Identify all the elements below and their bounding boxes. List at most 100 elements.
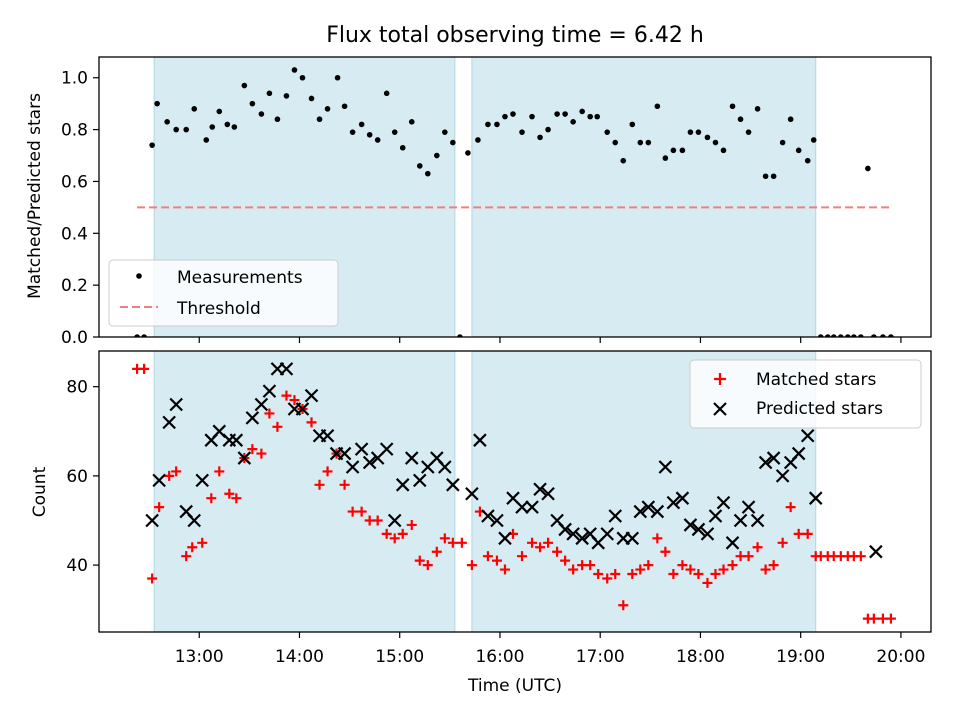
measurement-point: [880, 334, 886, 337]
predicted-stars-point: [566, 527, 580, 541]
predicted-stars-point: [700, 527, 715, 541]
measurement-point: [475, 137, 481, 143]
matched-stars-point: [593, 569, 604, 580]
measurement-point: [450, 139, 456, 146]
measurement-point: [604, 129, 611, 135]
measurement-point: [779, 139, 786, 146]
predicted-stars-point: [304, 388, 319, 403]
measurement-point: [249, 100, 256, 107]
predicted-stars-point: [145, 513, 159, 528]
measurement-point: [537, 134, 543, 141]
matched-stars-point: [347, 506, 358, 517]
predicted-stars-point: [490, 513, 504, 528]
matched-stars-point: [660, 546, 671, 557]
predicted-stars-point: [446, 478, 460, 492]
measurement-point: [594, 113, 600, 120]
measurement-point: [762, 173, 769, 180]
plot-area: [132, 362, 896, 624]
predicted-stars-point: [465, 486, 479, 501]
predicted-stars-point: [733, 513, 748, 528]
x-tick-label: 18:00: [676, 647, 725, 667]
measurement-point: [241, 82, 248, 89]
predicted-stars-point: [404, 451, 419, 465]
y-tick-label: 0.4: [61, 224, 88, 244]
matched-stars-point: [206, 493, 217, 504]
matched-stars-point: [306, 417, 317, 428]
y-tick-label: 0.6: [61, 172, 88, 192]
predicted-stars-point: [650, 504, 665, 519]
x-axis-label: Time (UTC): [467, 676, 562, 696]
matched-stars-point: [171, 466, 182, 477]
predicted-stars-point: [438, 460, 452, 474]
measurement-point: [804, 157, 811, 164]
measurement-point: [434, 152, 440, 159]
predicted-stars-point: [345, 460, 360, 474]
measurement-point: [408, 119, 415, 125]
measurement-point: [465, 150, 471, 156]
predicted-stars-point: [473, 433, 487, 447]
measurement-point: [587, 113, 593, 120]
measurement-point: [817, 334, 824, 337]
predicted-stars-point: [254, 397, 269, 412]
matched-stars-point: [264, 408, 275, 419]
measurement-point: [442, 129, 448, 135]
matched-stars-point: [499, 564, 510, 575]
measurement-point: [554, 111, 560, 117]
bottom-legend-box: [689, 359, 922, 429]
matched-stars-point: [187, 542, 198, 553]
matched-stars-point: [643, 560, 654, 571]
legend-marker-matched: [714, 373, 726, 385]
measurement-point: [173, 126, 179, 133]
measurement-point: [858, 334, 864, 337]
matched-stars-point: [527, 537, 538, 548]
matched-stars-point: [535, 542, 546, 553]
x-tick-label: 19:00: [776, 647, 825, 667]
matched-stars-point: [224, 488, 235, 499]
matched-stars-point: [247, 444, 258, 455]
panel-frame: [98, 350, 932, 633]
matched-stars-point: [389, 533, 400, 544]
predicted-stars-point: [666, 495, 681, 510]
predicted-stars-point: [320, 428, 335, 443]
measurement-point: [299, 74, 306, 81]
predicted-stars-point: [279, 362, 294, 376]
y-tick-label: 1.0: [61, 69, 88, 89]
predicted-stars-point: [541, 486, 555, 501]
matched-stars-point: [397, 528, 408, 539]
measurement-point: [274, 116, 281, 123]
matched-stars-point: [466, 560, 477, 571]
measurement-point: [545, 126, 551, 133]
matched-stars-point: [610, 569, 621, 580]
matched-stars-point: [885, 613, 896, 624]
measurement-point: [291, 67, 298, 73]
measurement-point: [424, 170, 431, 177]
panel-frame: [98, 56, 932, 338]
predicted-stars-point: [869, 544, 883, 559]
measurement-point: [416, 163, 423, 169]
observing-window-2: [471, 56, 817, 338]
predicted-stars-point: [169, 397, 183, 412]
measurement-point: [662, 155, 669, 161]
matched-stars-point: [752, 542, 763, 553]
matched-stars-point: [164, 470, 175, 481]
measurement-point: [231, 124, 238, 130]
measurement-point: [154, 100, 160, 107]
matched-stars-point: [356, 506, 367, 517]
measurement-point: [502, 113, 508, 120]
matched-stars-point: [147, 573, 158, 584]
measurement-point: [620, 157, 627, 164]
top-legend-box: [108, 259, 339, 327]
measurement-point: [141, 334, 147, 337]
predicted-stars-point: [758, 455, 773, 470]
legend-label-matched: Matched stars: [756, 370, 876, 390]
measurement-point: [383, 90, 390, 97]
matched-stars-point: [154, 502, 165, 513]
chart-title: Flux total observing time = 6.42 h: [326, 23, 704, 48]
matched-stars-point: [456, 537, 467, 548]
predicted-stars-point: [515, 500, 529, 514]
predicted-stars-point: [525, 500, 539, 514]
matched-stars-point: [855, 551, 866, 562]
measurement-point: [334, 74, 341, 81]
matched-stars-point: [727, 560, 738, 571]
measurement-point: [851, 334, 857, 337]
